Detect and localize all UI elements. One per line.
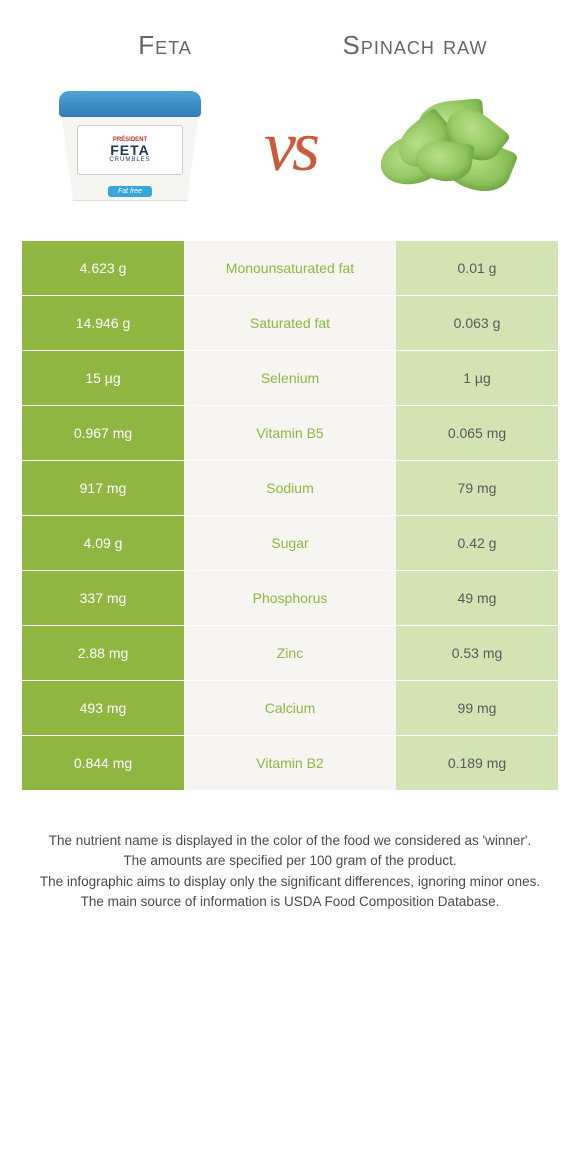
spinach-value: 49 mg (396, 571, 558, 625)
footer-line: The main source of information is USDA F… (30, 892, 550, 912)
table-row: 15 µgSelenium1 µg (22, 351, 558, 405)
food1-image: PRÉSIDENT FETA CRUMBLES Fat free (40, 81, 220, 211)
spinach-value: 0.063 g (396, 296, 558, 350)
nutrient-name: Phosphorus (184, 571, 396, 625)
spinach-leaves-icon (370, 91, 530, 201)
table-row: 493 mgCalcium99 mg (22, 681, 558, 735)
spinach-value: 0.01 g (396, 241, 558, 295)
footer-line: The nutrient name is displayed in the co… (30, 831, 550, 851)
vs-label: vs (264, 105, 316, 188)
nutrient-name: Zinc (184, 626, 396, 680)
spinach-value: 0.53 mg (396, 626, 558, 680)
feta-value: 4.09 g (22, 516, 184, 570)
feta-value: 0.967 mg (22, 406, 184, 460)
feta-value: 2.88 mg (22, 626, 184, 680)
feta-value: 493 mg (22, 681, 184, 735)
footer-line: The amounts are specified per 100 gram o… (30, 851, 550, 871)
table-row: 917 mgSodium79 mg (22, 461, 558, 515)
feta-value: 14.946 g (22, 296, 184, 350)
spinach-value: 0.42 g (396, 516, 558, 570)
comparison-header: Feta Spinach raw (0, 0, 580, 71)
feta-value: 4.623 g (22, 241, 184, 295)
comparison-images: PRÉSIDENT FETA CRUMBLES Fat free vs (0, 71, 580, 241)
spinach-value: 0.065 mg (396, 406, 558, 460)
nutrient-name: Monounsaturated fat (184, 241, 396, 295)
table-row: 0.844 mgVitamin B20.189 mg (22, 736, 558, 790)
table-row: 4.623 gMonounsaturated fat0.01 g (22, 241, 558, 295)
spinach-value: 99 mg (396, 681, 558, 735)
footer-notes: The nutrient name is displayed in the co… (0, 791, 580, 952)
nutrient-name: Vitamin B5 (184, 406, 396, 460)
nutrient-name: Sodium (184, 461, 396, 515)
feta-value: 15 µg (22, 351, 184, 405)
nutrient-name: Vitamin B2 (184, 736, 396, 790)
nutrient-comparison-table: 4.623 gMonounsaturated fat0.01 g14.946 g… (0, 241, 580, 790)
feta-package-icon: PRÉSIDENT FETA CRUMBLES Fat free (55, 91, 205, 201)
food1-title: Feta (40, 30, 290, 61)
nutrient-name: Saturated fat (184, 296, 396, 350)
table-row: 2.88 mgZinc0.53 mg (22, 626, 558, 680)
feta-value: 0.844 mg (22, 736, 184, 790)
table-row: 0.967 mgVitamin B50.065 mg (22, 406, 558, 460)
table-row: 14.946 gSaturated fat0.063 g (22, 296, 558, 350)
nutrient-name: Sugar (184, 516, 396, 570)
food2-title: Spinach raw (290, 30, 540, 61)
table-row: 4.09 gSugar0.42 g (22, 516, 558, 570)
feta-value: 917 mg (22, 461, 184, 515)
spinach-value: 79 mg (396, 461, 558, 515)
spinach-value: 0.189 mg (396, 736, 558, 790)
table-row: 337 mgPhosphorus49 mg (22, 571, 558, 625)
footer-line: The infographic aims to display only the… (30, 872, 550, 892)
feta-value: 337 mg (22, 571, 184, 625)
spinach-value: 1 µg (396, 351, 558, 405)
nutrient-name: Selenium (184, 351, 396, 405)
nutrient-name: Calcium (184, 681, 396, 735)
food2-image (360, 81, 540, 211)
